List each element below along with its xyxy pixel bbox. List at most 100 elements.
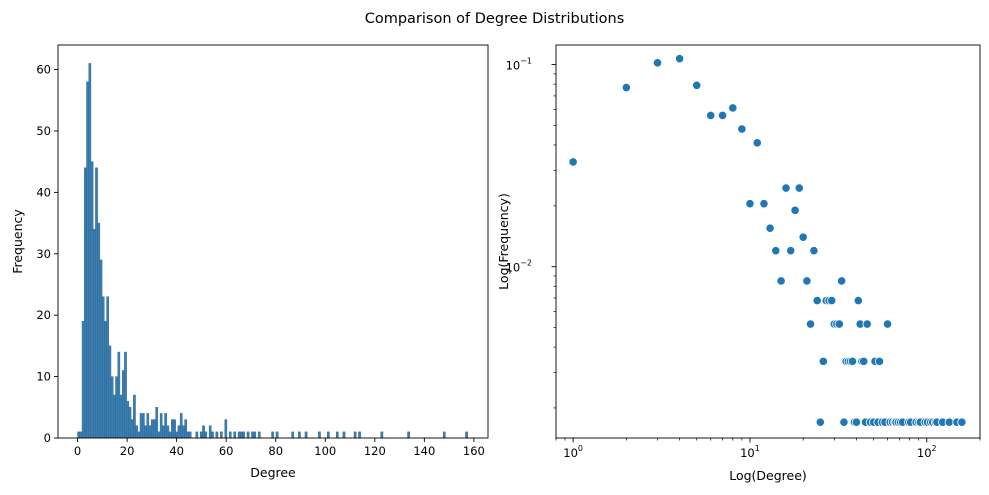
histogram-bar xyxy=(144,425,147,439)
histogram-bar xyxy=(228,431,232,439)
histogram-bar xyxy=(179,413,183,439)
scatter-point xyxy=(851,417,862,427)
scatter-point xyxy=(957,417,967,427)
histogram-bar xyxy=(195,431,199,439)
histogram-bar xyxy=(128,407,132,439)
x-tick-label: 20 xyxy=(120,444,135,458)
scatter-panel: 100 101 102 10−210−1 Log(Degree) Log(Frequ… xyxy=(496,44,981,483)
histogram-bar xyxy=(186,431,190,439)
histogram-bar xyxy=(104,321,107,439)
x-tick-label: 120 xyxy=(364,444,386,458)
histogram-bars xyxy=(77,63,468,439)
scatter-point xyxy=(728,103,738,113)
histogram-bar xyxy=(108,345,112,439)
histogram-y-ticks: 0 10 20 30 40 50 60 xyxy=(36,63,58,445)
histogram-bar xyxy=(150,419,154,439)
scatter-point xyxy=(621,82,631,93)
histogram-bar xyxy=(113,394,116,439)
histogram-bar xyxy=(275,431,279,439)
histogram-bar xyxy=(153,419,156,439)
scatter-point xyxy=(847,356,858,366)
scatter-point xyxy=(776,276,786,286)
histogram-bar xyxy=(253,431,257,439)
scatter-point xyxy=(798,232,808,242)
x-tick-label: 102 xyxy=(917,444,937,460)
histogram-bar xyxy=(202,425,205,439)
histogram-bar xyxy=(182,425,185,439)
histogram-bar xyxy=(318,431,321,439)
x-tick-label: 60 xyxy=(219,444,234,458)
histogram-x-ticks: 0 20 40 60 80 100 120 140 160 xyxy=(74,438,485,458)
scatter-point xyxy=(706,110,716,121)
histogram-bar xyxy=(119,394,123,439)
histogram-bar xyxy=(237,431,241,439)
histogram-bar xyxy=(177,425,181,439)
histogram-y-label: Frequency xyxy=(10,209,25,274)
histogram-bar xyxy=(224,419,228,439)
histogram-bar xyxy=(142,413,145,439)
scatter-point xyxy=(717,110,728,121)
scatter-point xyxy=(781,183,791,193)
histogram-bar xyxy=(380,431,384,439)
scatter-x-ticks: 100 101 102 xyxy=(555,438,981,460)
scatter-point xyxy=(652,58,663,68)
histogram-bar xyxy=(211,431,214,439)
histogram-axes-frame xyxy=(57,44,489,439)
histogram-bar xyxy=(271,431,274,439)
scatter-point xyxy=(790,205,800,215)
scatter-point xyxy=(745,199,755,209)
histogram-bar xyxy=(95,167,98,439)
scatter-point xyxy=(839,417,849,427)
histogram-bar xyxy=(121,370,125,439)
histogram-bar xyxy=(162,425,165,439)
y-tick-label: 20 xyxy=(36,308,51,322)
histogram-bar xyxy=(304,431,308,439)
histogram-bar xyxy=(291,431,295,439)
histogram-bar xyxy=(148,425,152,439)
histogram-bar xyxy=(99,259,103,439)
scatter-axes-frame xyxy=(555,44,981,439)
scatter-points xyxy=(568,54,967,427)
scatter-point xyxy=(834,319,844,329)
histogram-bar xyxy=(164,413,167,439)
histogram-bar xyxy=(199,431,203,439)
histogram-bar xyxy=(188,431,192,439)
y-tick-label: 50 xyxy=(36,124,51,138)
scatter-point xyxy=(853,295,863,306)
scatter-point xyxy=(568,157,578,167)
figure-title: Comparison of Degree Distributions xyxy=(365,11,625,27)
x-tick-label: 160 xyxy=(463,444,485,458)
histogram-bar xyxy=(442,431,446,439)
histogram-bar xyxy=(86,81,89,439)
histogram-bar xyxy=(90,161,94,439)
histogram-bar xyxy=(117,351,121,439)
histogram-bar xyxy=(166,425,170,439)
histogram-bar xyxy=(130,419,134,439)
histogram-bar xyxy=(242,431,245,439)
x-tick-label: 40 xyxy=(169,444,184,458)
scatter-point xyxy=(882,319,893,329)
x-tick-label: 101 xyxy=(740,444,760,460)
x-tick-label: 80 xyxy=(268,444,283,458)
histogram-bar xyxy=(84,167,87,439)
scatter-point xyxy=(837,276,847,286)
histogram-bar xyxy=(97,222,101,439)
histogram-bar xyxy=(327,431,330,439)
scatter-point xyxy=(692,80,702,90)
histogram-bar xyxy=(353,431,357,439)
histogram-bar xyxy=(137,431,141,439)
scatter-point xyxy=(812,295,822,306)
histogram-bar xyxy=(251,431,254,439)
scatter-point xyxy=(818,356,828,366)
scatter-point xyxy=(802,276,812,286)
histogram-bar xyxy=(335,431,339,439)
y-tick-label: 10−1 xyxy=(506,57,532,73)
histogram-bar xyxy=(110,376,114,439)
scatter-point xyxy=(752,138,762,148)
scatter-point xyxy=(874,356,885,366)
histogram-bar xyxy=(298,431,301,439)
histogram-x-label: Degree xyxy=(250,465,296,480)
x-tick-label: 100 xyxy=(314,444,336,458)
histogram-bar xyxy=(135,425,138,439)
